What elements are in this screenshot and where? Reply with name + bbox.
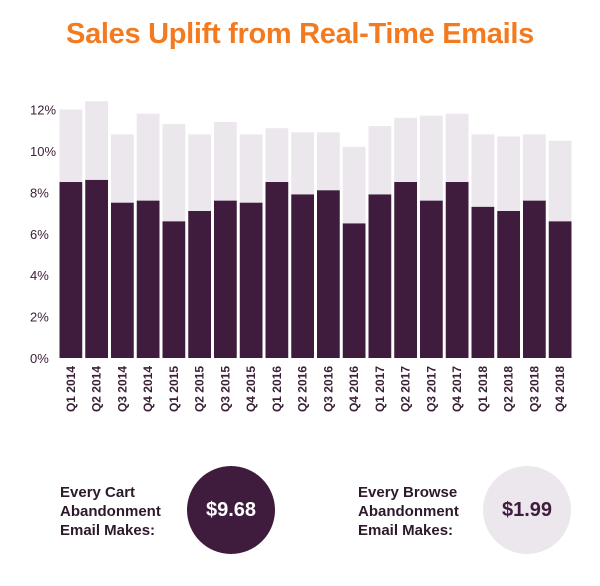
bar-total-17	[497, 136, 520, 211]
bar-total-9	[291, 132, 314, 194]
bar-lower-8	[266, 182, 289, 358]
bar-total-15	[446, 114, 469, 182]
y-tick-label: 12%	[30, 103, 56, 118]
y-tick-label: 2%	[30, 310, 49, 325]
y-tick-label: 10%	[30, 144, 56, 159]
bar-lower-14	[420, 201, 443, 358]
bar-lower-0	[60, 182, 83, 358]
y-tick-label: 6%	[30, 227, 49, 242]
x-tick-label: Q3 2016	[321, 366, 335, 412]
bar-total-5	[188, 134, 211, 211]
x-tick-label: Q4 2014	[141, 366, 155, 412]
bar-total-16	[472, 134, 495, 206]
bar-total-0	[60, 110, 83, 182]
bar-lower-1	[85, 180, 108, 358]
bar-lower-16	[472, 207, 495, 358]
cart-value-badge: $9.68	[187, 466, 275, 554]
bar-total-13	[394, 118, 417, 182]
x-tick-label: Q3 2015	[218, 366, 232, 412]
browse-value: $1.99	[502, 499, 552, 522]
bar-lower-11	[343, 223, 366, 358]
x-tick-label: Q3 2018	[527, 366, 541, 412]
x-axis-ticks: Q1 2014 Q2 2014 Q3 2014 Q4 2014 Q1 2015 Q2 20…	[64, 366, 567, 412]
browse-value-badge: $1.99	[483, 466, 571, 554]
bar-lower-7	[240, 203, 263, 358]
x-tick-label: Q1 2017	[373, 366, 387, 412]
bar-lower-6	[214, 201, 237, 358]
x-tick-label: Q2 2018	[502, 366, 516, 412]
bars-group	[60, 101, 572, 358]
bar-total-12	[369, 126, 392, 194]
cart-value: $9.68	[206, 499, 256, 522]
bar-lower-19	[549, 221, 572, 358]
stacked-bar-chart: 0% 2% 4% 6% 8% 10% 12% Q1 2014 Q2 2014 Q3 2014 Q4…	[0, 70, 600, 450]
x-tick-label: Q4 2015	[244, 366, 258, 412]
bar-lower-13	[394, 182, 417, 358]
browse-abandonment-label: Every Browse Abandonment Email Makes:	[358, 483, 459, 540]
chart-title: Sales Uplift from Real-Time Emails	[0, 18, 600, 51]
bar-lower-17	[497, 211, 520, 358]
bar-lower-2	[111, 203, 134, 358]
x-tick-label: Q4 2016	[347, 366, 361, 412]
bar-total-8	[266, 128, 289, 182]
x-tick-label: Q2 2017	[399, 366, 413, 412]
bar-total-19	[549, 141, 572, 222]
bar-total-1	[85, 101, 108, 180]
bar-total-2	[111, 134, 134, 202]
bar-total-11	[343, 147, 366, 224]
bar-total-7	[240, 134, 263, 202]
bar-total-18	[523, 134, 546, 200]
x-tick-label: Q1 2015	[167, 366, 181, 412]
x-tick-label: Q3 2014	[115, 366, 129, 412]
y-tick-label: 0%	[30, 351, 49, 366]
bar-lower-12	[369, 194, 392, 358]
x-tick-label: Q1 2014	[64, 366, 78, 412]
bar-total-3	[137, 114, 160, 201]
x-tick-label: Q2 2015	[193, 366, 207, 412]
bar-lower-15	[446, 182, 469, 358]
x-tick-label: Q1 2018	[476, 366, 490, 412]
x-tick-label: Q4 2018	[553, 366, 567, 412]
y-tick-label: 8%	[30, 185, 49, 200]
x-tick-label: Q2 2014	[90, 366, 104, 412]
bar-total-10	[317, 132, 340, 190]
cart-abandonment-label: Every Cart Abandonment Email Makes:	[60, 483, 161, 540]
bar-lower-18	[523, 201, 546, 358]
x-tick-label: Q3 2017	[424, 366, 438, 412]
bar-total-4	[163, 124, 186, 221]
x-tick-label: Q4 2017	[450, 366, 464, 412]
bar-lower-5	[188, 211, 211, 358]
x-tick-label: Q2 2016	[296, 366, 310, 412]
y-axis-ticks: 0% 2% 4% 6% 8% 10% 12%	[30, 103, 56, 366]
bar-total-14	[420, 116, 443, 201]
bar-total-6	[214, 122, 237, 201]
bar-lower-4	[163, 221, 186, 358]
x-tick-label: Q1 2016	[270, 366, 284, 412]
bar-lower-3	[137, 201, 160, 358]
bar-lower-9	[291, 194, 314, 358]
bar-lower-10	[317, 190, 340, 358]
y-tick-label: 4%	[30, 268, 49, 283]
